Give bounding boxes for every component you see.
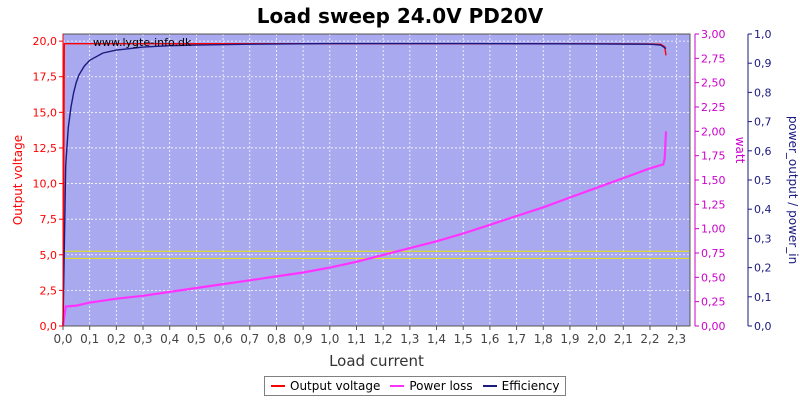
x-tick-label: 0,2	[107, 332, 126, 346]
series-line-efficiency	[62, 42, 667, 327]
chart-title: Load sweep 24.0V PD20V	[256, 4, 544, 28]
y-right2-tick-label: 1,0	[754, 28, 772, 41]
legend-swatch-output-voltage	[271, 385, 285, 387]
watermark-text: www.lygte-info.dk	[93, 36, 192, 49]
y-left-tick-label: 7,5	[40, 213, 58, 226]
y-right1-tick-label: 2,50	[701, 77, 726, 90]
plot-background	[63, 34, 690, 326]
y-right1-tick-label: 3,00	[701, 28, 726, 41]
y-left-tick-label: 10,0	[33, 178, 58, 191]
x-tick-label: 2,1	[614, 332, 633, 346]
y-right1-tick-label: 1,00	[701, 223, 726, 236]
y-right2-tick-label: 0,6	[754, 145, 772, 158]
x-tick-label: 2,3	[667, 332, 686, 346]
y-right2-tick-label: 0,9	[754, 57, 772, 70]
legend-label-output-voltage: Output voltage	[290, 379, 381, 393]
y-left-tick-label: 0,0	[40, 320, 58, 333]
legend-label-power-loss: Power loss	[409, 379, 473, 393]
legend-item-efficiency: Efficiency	[482, 379, 560, 393]
x-tick-label: 0,9	[294, 332, 313, 346]
y-right2-tick-label: 0,0	[754, 320, 772, 333]
y-right1-tick-label: 0,50	[701, 271, 726, 284]
x-tick-label: 0,0	[53, 332, 72, 346]
x-tick-label: 1,4	[427, 332, 446, 346]
y-right1-tick-label: 2,75	[701, 52, 726, 65]
x-tick-label: 0,6	[214, 332, 233, 346]
y-right1-tick-label: 1,50	[701, 174, 726, 187]
y-right2-tick-label: 0,2	[754, 262, 772, 275]
x-tick-label: 1,7	[507, 332, 526, 346]
x-tick-label: 0,3	[133, 332, 152, 346]
x-tick-label: 1,0	[320, 332, 339, 346]
legend-item-power-loss: Power loss	[390, 379, 473, 393]
legend-label-efficiency: Efficiency	[501, 379, 560, 393]
y-right1-tick-label: 2,25	[701, 101, 726, 114]
x-tick-label: 0,7	[240, 332, 259, 346]
y-right1-tick-label: 0,75	[701, 247, 726, 260]
x-tick-label: 1,6	[480, 332, 499, 346]
legend-swatch-power-loss	[390, 385, 405, 387]
y-left-tick-label: 12,5	[33, 142, 58, 155]
y-right1-tick-label: 2,00	[701, 125, 726, 138]
y-right2-tick-label: 0,3	[754, 232, 772, 245]
x-tick-label: 1,1	[347, 332, 366, 346]
x-tick-label: 0,5	[187, 332, 206, 346]
y-right2-tick-label: 0,8	[754, 86, 772, 99]
legend-swatch-efficiency	[482, 385, 497, 387]
x-tick-label: 1,5	[454, 332, 473, 346]
y-right2-tick-label: 0,5	[754, 174, 772, 187]
y-right1-axis-label: watt	[733, 137, 747, 164]
x-axis-label: Load current	[329, 352, 424, 370]
x-tick-label: 2,0	[587, 332, 606, 346]
y-left-tick-label: 17,5	[33, 71, 58, 84]
series-line-power-loss	[61, 131, 668, 327]
x-tick-label: 2,2	[640, 332, 659, 346]
y-right2-tick-label: 0,7	[754, 116, 772, 129]
y-left-tick-label: 5,0	[40, 249, 58, 262]
x-tick-label: 0,4	[160, 332, 179, 346]
y-right2-axis-label: power_output / power_in	[786, 116, 800, 264]
y-left-tick-label: 15,0	[33, 106, 58, 119]
x-tick-label: 1,8	[534, 332, 553, 346]
x-tick-label: 1,2	[374, 332, 393, 346]
chart-legend: Output voltage Power loss Efficiency	[264, 376, 567, 396]
x-tick-label: 0,1	[80, 332, 99, 346]
x-tick-label: 1,9	[560, 332, 579, 346]
x-tick-label: 1,3	[400, 332, 419, 346]
y-right1-tick-label: 1,75	[701, 150, 726, 163]
y-left-tick-label: 2,5	[40, 284, 58, 297]
y-right1-tick-label: 1,25	[701, 198, 726, 211]
y-right2-tick-label: 0,1	[754, 291, 772, 304]
y-right2-tick-label: 0,4	[754, 203, 772, 216]
y-right1-tick-label: 0,00	[701, 320, 726, 333]
y-right1-tick-label: 0,25	[701, 296, 726, 309]
x-tick-label: 0,8	[267, 332, 286, 346]
y-left-tick-label: 20,0	[33, 35, 58, 48]
legend-item-output-voltage: Output voltage	[271, 379, 380, 393]
y-left-axis-label: Output voltage	[11, 135, 25, 225]
